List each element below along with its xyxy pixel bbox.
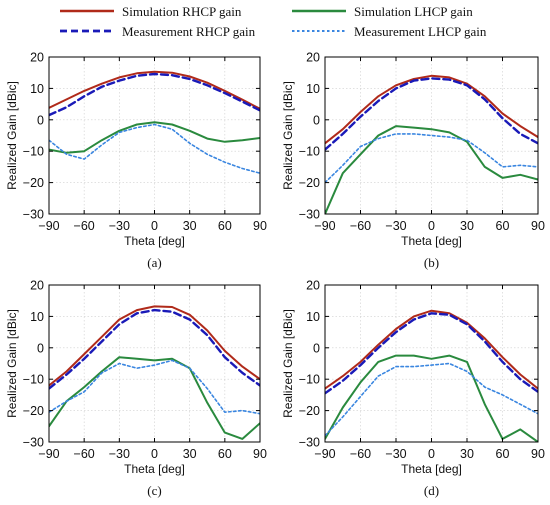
series-line-simulation-rhcp-gain	[325, 309, 538, 390]
y-tick-label: −20	[299, 176, 320, 190]
y-tick-label: −30	[23, 208, 44, 222]
series-line-simulation-rhcp-gain	[325, 74, 538, 145]
series-line-simulation-lhcp-gain	[325, 125, 538, 214]
x-tick-label: 60	[496, 219, 510, 233]
y-tick-label: 0	[313, 341, 320, 355]
y-tick-label: 10	[306, 82, 320, 96]
x-tick-label: 30	[460, 447, 474, 461]
panel-caption: (c)	[147, 483, 161, 498]
x-tick-label: 90	[253, 447, 267, 461]
x-axis-title: Theta [deg]	[124, 234, 185, 248]
x-tick-label: −30	[385, 447, 406, 461]
y-axis-title: Realized Gain [dBic]	[281, 309, 295, 418]
y-tick-label: −10	[23, 373, 44, 387]
series-line-measurement-lhcp-gain	[49, 123, 260, 174]
panel-caption: (d)	[424, 483, 439, 498]
x-tick-label: 30	[183, 447, 197, 461]
chart-panel-b: −30 −20 −10 0 10 20 −90 −60 −30 0 30 60 90 Theta [deg…	[281, 51, 545, 271]
series-line-simulation-rhcp-gain	[49, 70, 260, 110]
y-tick-label: 10	[306, 310, 320, 324]
legend: Simulation RHCP gain Measurement RHCP gai…	[60, 4, 487, 39]
series-line-measurement-rhcp-gain	[49, 308, 260, 390]
x-tick-label: −60	[350, 447, 371, 461]
y-tick-label: −20	[23, 404, 44, 418]
x-tick-label: −30	[385, 219, 406, 233]
chart-panels: −30 −20 −10 0 10 20 −90 −60 −30 0 30 60 90 Theta [deg…	[5, 51, 545, 499]
series-line-simulation-lhcp-gain	[49, 121, 260, 154]
y-axis-title: Realized Gain [dBic]	[281, 81, 295, 190]
x-axis-title: Theta [deg]	[124, 462, 185, 476]
y-tick-label: −30	[23, 436, 44, 450]
x-tick-label: 30	[183, 219, 197, 233]
series-line-measurement-rhcp-gain	[325, 77, 538, 151]
legend-label-measurement-rhcp-gain: Measurement RHCP gain	[122, 24, 256, 39]
legend-label-measurement-lhcp-gain: Measurement LHCP gain	[354, 24, 487, 39]
chart-panel-c: −30 −20 −10 0 10 20 −90 −60 −30 0 30 60 90 Theta [deg…	[5, 279, 267, 499]
x-tick-label: −90	[314, 447, 335, 461]
y-tick-label: −10	[299, 373, 320, 387]
chart-panel-d: −30 −20 −10 0 10 20 −90 −60 −30 0 30 60 90 Theta [deg…	[281, 279, 545, 499]
x-tick-label: 0	[151, 447, 158, 461]
x-tick-label: −30	[109, 447, 130, 461]
x-tick-label: 0	[151, 219, 158, 233]
y-tick-label: −30	[299, 208, 320, 222]
x-tick-label: −60	[74, 219, 95, 233]
series-line-measurement-lhcp-gain	[325, 362, 538, 437]
x-tick-label: 60	[496, 447, 510, 461]
legend-label-simulation-lhcp-gain: Simulation LHCP gain	[354, 4, 473, 19]
y-tick-label: −20	[23, 176, 44, 190]
series-line-measurement-rhcp-gain	[325, 312, 538, 395]
series-line-measurement-rhcp-gain	[49, 72, 260, 117]
x-tick-label: 60	[218, 219, 232, 233]
x-tick-label: −60	[74, 447, 95, 461]
x-axis-title: Theta [deg]	[401, 462, 462, 476]
y-tick-label: 0	[37, 341, 44, 355]
panel-caption: (a)	[147, 255, 161, 270]
y-axis-title: Realized Gain [dBic]	[5, 309, 19, 418]
y-tick-label: 0	[37, 113, 44, 127]
chart-panel-a: −30 −20 −10 0 10 20 −90 −60 −30 0 30 60 90 Theta [deg…	[5, 51, 267, 271]
x-tick-label: 0	[428, 447, 435, 461]
series-line-simulation-rhcp-gain	[49, 305, 260, 387]
x-axis-title: Theta [deg]	[401, 234, 462, 248]
x-tick-label: 30	[460, 219, 474, 233]
x-tick-label: −30	[109, 219, 130, 233]
x-tick-label: −60	[350, 219, 371, 233]
y-tick-label: 20	[30, 51, 44, 65]
y-tick-label: −10	[299, 145, 320, 159]
x-tick-label: −90	[38, 447, 59, 461]
series-line-measurement-lhcp-gain	[49, 359, 260, 415]
y-tick-label: −20	[299, 404, 320, 418]
y-tick-label: 20	[30, 279, 44, 293]
y-axis-title: Realized Gain [dBic]	[5, 81, 19, 190]
y-tick-label: 20	[306, 51, 320, 65]
legend-label-simulation-rhcp-gain: Simulation RHCP gain	[122, 4, 242, 19]
x-tick-label: −90	[314, 219, 335, 233]
x-tick-label: 90	[531, 219, 545, 233]
y-tick-label: 20	[306, 279, 320, 293]
panel-caption: (b)	[424, 255, 439, 270]
series-line-measurement-lhcp-gain	[325, 133, 538, 184]
series-line-simulation-lhcp-gain	[49, 356, 260, 440]
y-tick-label: 0	[313, 113, 320, 127]
x-tick-label: 60	[218, 447, 232, 461]
y-tick-label: 10	[30, 82, 44, 96]
x-tick-label: −90	[38, 219, 59, 233]
y-tick-label: −10	[23, 145, 44, 159]
x-tick-label: 0	[428, 219, 435, 233]
y-tick-label: 10	[30, 310, 44, 324]
x-tick-label: 90	[531, 447, 545, 461]
x-tick-label: 90	[253, 219, 267, 233]
y-tick-label: −30	[299, 436, 320, 450]
